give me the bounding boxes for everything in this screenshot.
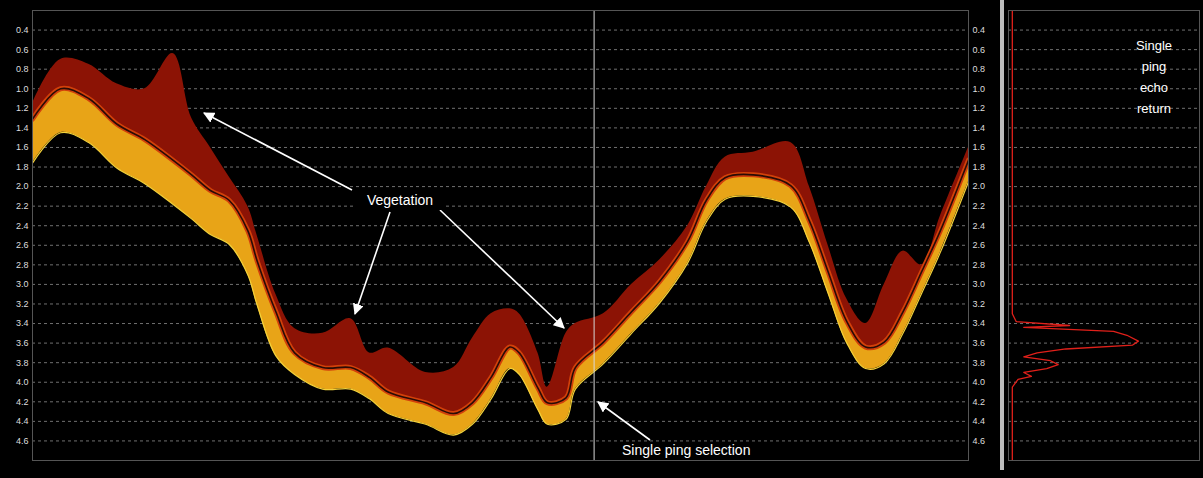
svg-text:ping: ping xyxy=(1142,59,1167,74)
svg-text:2.6: 2.6 xyxy=(973,240,986,250)
svg-text:1.4: 1.4 xyxy=(973,123,986,133)
svg-text:1.0: 1.0 xyxy=(973,84,986,94)
svg-text:2.0: 2.0 xyxy=(16,181,29,191)
svg-text:1.4: 1.4 xyxy=(16,123,29,133)
svg-text:return: return xyxy=(1137,101,1171,116)
svg-text:0.8: 0.8 xyxy=(973,64,986,74)
svg-text:Single: Single xyxy=(1136,38,1172,53)
svg-text:echo: echo xyxy=(1140,80,1168,95)
svg-text:0.8: 0.8 xyxy=(16,64,29,74)
svg-text:2.4: 2.4 xyxy=(973,221,986,231)
svg-text:2.4: 2.4 xyxy=(16,221,29,231)
svg-text:3.4: 3.4 xyxy=(16,318,29,328)
svg-text:4.6: 4.6 xyxy=(973,436,986,446)
svg-text:4.4: 4.4 xyxy=(973,416,986,426)
svg-text:2.8: 2.8 xyxy=(973,260,986,270)
svg-text:1.6: 1.6 xyxy=(973,142,986,152)
svg-text:3.0: 3.0 xyxy=(973,279,986,289)
svg-text:0.6: 0.6 xyxy=(16,45,29,55)
svg-text:3.8: 3.8 xyxy=(973,358,986,368)
svg-text:1.6: 1.6 xyxy=(16,142,29,152)
svg-text:3.6: 3.6 xyxy=(16,338,29,348)
svg-text:2.8: 2.8 xyxy=(16,260,29,270)
svg-text:3.2: 3.2 xyxy=(973,299,986,309)
svg-text:3.4: 3.4 xyxy=(973,318,986,328)
svg-text:2.6: 2.6 xyxy=(16,240,29,250)
svg-text:3.0: 3.0 xyxy=(16,279,29,289)
svg-text:2.2: 2.2 xyxy=(973,201,986,211)
svg-text:4.2: 4.2 xyxy=(16,397,29,407)
svg-text:1.8: 1.8 xyxy=(16,162,29,172)
svg-text:4.0: 4.0 xyxy=(973,377,986,387)
svg-text:4.2: 4.2 xyxy=(973,397,986,407)
svg-text:2.0: 2.0 xyxy=(973,181,986,191)
svg-text:0.4: 0.4 xyxy=(16,25,29,35)
svg-text:3.6: 3.6 xyxy=(973,338,986,348)
svg-text:0.6: 0.6 xyxy=(973,45,986,55)
svg-text:3.8: 3.8 xyxy=(16,358,29,368)
svg-text:4.6: 4.6 xyxy=(16,436,29,446)
svg-text:1.2: 1.2 xyxy=(16,103,29,113)
svg-text:3.2: 3.2 xyxy=(16,299,29,309)
svg-text:1.8: 1.8 xyxy=(973,162,986,172)
svg-text:Vegetation: Vegetation xyxy=(367,192,433,208)
svg-text:4.0: 4.0 xyxy=(16,377,29,387)
svg-text:1.2: 1.2 xyxy=(973,103,986,113)
svg-text:0.4: 0.4 xyxy=(973,25,986,35)
svg-text:Single ping selection: Single ping selection xyxy=(622,442,750,458)
svg-text:4.4: 4.4 xyxy=(16,416,29,426)
svg-text:1.0: 1.0 xyxy=(16,84,29,94)
svg-text:2.2: 2.2 xyxy=(16,201,29,211)
